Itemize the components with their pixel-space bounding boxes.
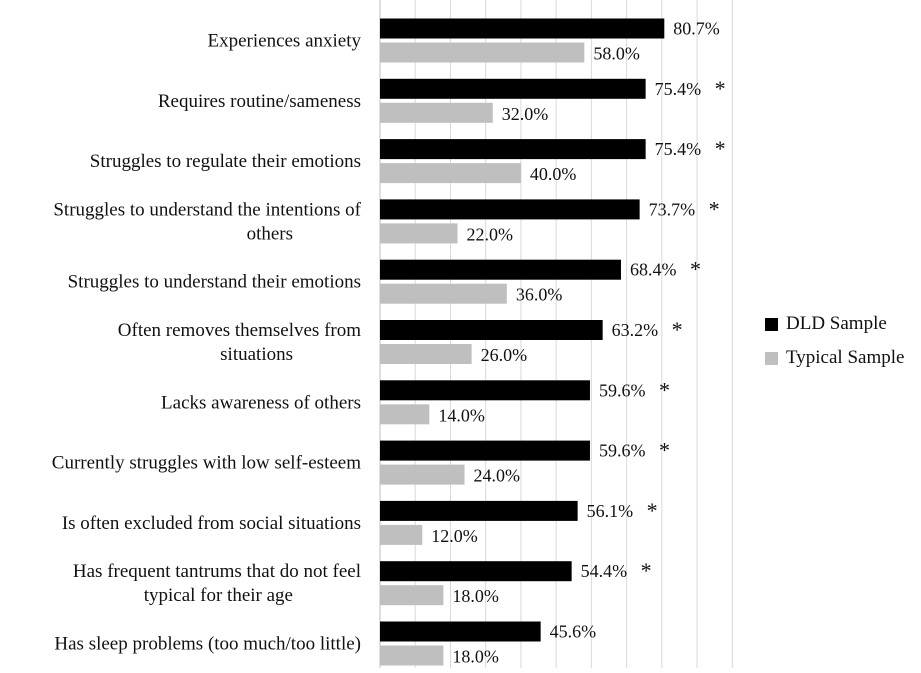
significance-marker: *: [647, 498, 658, 523]
category-label: Struggles to regulate their emotions: [90, 151, 361, 172]
legend-label-typical: Typical Sample: [786, 347, 905, 368]
category-label: Has frequent tantrums that do not feel: [73, 561, 361, 582]
category-label: Struggles to understand their emotions: [68, 272, 361, 293]
data-label-typical: 14.0%: [438, 405, 485, 425]
category-label-line2: typical for their age: [144, 585, 293, 606]
bar-dld: [380, 380, 590, 401]
legend-item-typical: Typical Sample: [765, 346, 904, 370]
bar-typical: [380, 645, 444, 666]
significance-marker: *: [709, 196, 720, 221]
data-label-dld: 63.2%: [612, 320, 659, 340]
bar-typical: [380, 404, 430, 425]
bar-typical: [380, 42, 585, 63]
data-label-dld: 75.4%: [655, 139, 702, 159]
bar-dld: [380, 78, 646, 99]
data-label-dld: 56.1%: [587, 501, 634, 521]
data-label-dld: 59.6%: [599, 380, 646, 400]
bar-dld: [380, 621, 541, 642]
bar-typical: [380, 344, 472, 364]
bar-dld: [380, 199, 640, 220]
data-label-typical: 12.0%: [431, 526, 478, 546]
data-label-dld: 73.7%: [649, 199, 696, 219]
data-label-dld: 80.7%: [673, 19, 720, 39]
category-label: Lacks awareness of others: [161, 392, 361, 413]
category-label: Requires routine/sameness: [158, 91, 361, 112]
category-label-line2: situations: [220, 344, 293, 365]
data-label-typical: 18.0%: [452, 586, 499, 606]
bar-dld: [380, 259, 621, 280]
bar-dld: [380, 500, 578, 521]
bar-typical: [380, 464, 465, 485]
bar-dld: [380, 320, 603, 340]
significance-marker: *: [672, 317, 683, 342]
data-label-dld: 45.6%: [550, 622, 597, 642]
category-label: Has sleep problems (too much/too little): [54, 634, 361, 655]
significance-marker: *: [715, 136, 726, 161]
category-label: Experiences anxiety: [207, 31, 361, 52]
bar-typical: [380, 585, 444, 606]
category-label: Currently struggles with low self-esteem: [52, 453, 361, 474]
bar-typical: [380, 283, 507, 304]
data-label-typical: 24.0%: [474, 466, 521, 486]
bar-dld: [380, 440, 590, 461]
bar-typical: [380, 223, 458, 244]
significance-marker: *: [641, 558, 652, 583]
bar-dld: [380, 139, 646, 160]
data-label-typical: 22.0%: [467, 224, 513, 244]
legend: DLD Sample Typical Sample: [765, 312, 904, 380]
data-label-typical: 36.0%: [516, 285, 563, 305]
significance-marker: *: [659, 438, 670, 463]
category-label-line2: others: [247, 223, 293, 244]
data-label-typical: 40.0%: [530, 164, 577, 184]
data-label-typical: 26.0%: [481, 345, 528, 365]
legend-item-dld: DLD Sample: [765, 312, 904, 336]
legend-label-dld: DLD Sample: [786, 313, 887, 334]
data-label-typical: 18.0%: [452, 647, 499, 667]
legend-swatch-typical: [765, 351, 778, 365]
category-label: Is often excluded from social situations: [62, 513, 361, 534]
bar-typical: [380, 163, 521, 184]
data-label-typical: 32.0%: [502, 104, 548, 124]
bar-dld: [380, 18, 665, 39]
category-label: Often removes themselves from: [118, 320, 361, 341]
data-label-dld: 75.4%: [655, 79, 702, 99]
bar-dld: [380, 561, 572, 582]
significance-marker: *: [659, 377, 670, 402]
data-label-dld: 59.6%: [599, 441, 646, 461]
category-label: Struggles to understand the intentions o…: [53, 199, 361, 220]
significance-marker: *: [715, 76, 726, 101]
data-label-dld: 68.4%: [630, 260, 677, 280]
data-label-dld: 54.4%: [581, 561, 628, 581]
bar-typical: [380, 524, 423, 545]
data-label-typical: 58.0%: [593, 44, 640, 64]
significance-marker: *: [690, 257, 701, 282]
bar-typical: [380, 102, 493, 123]
legend-swatch-dld: [765, 317, 778, 331]
